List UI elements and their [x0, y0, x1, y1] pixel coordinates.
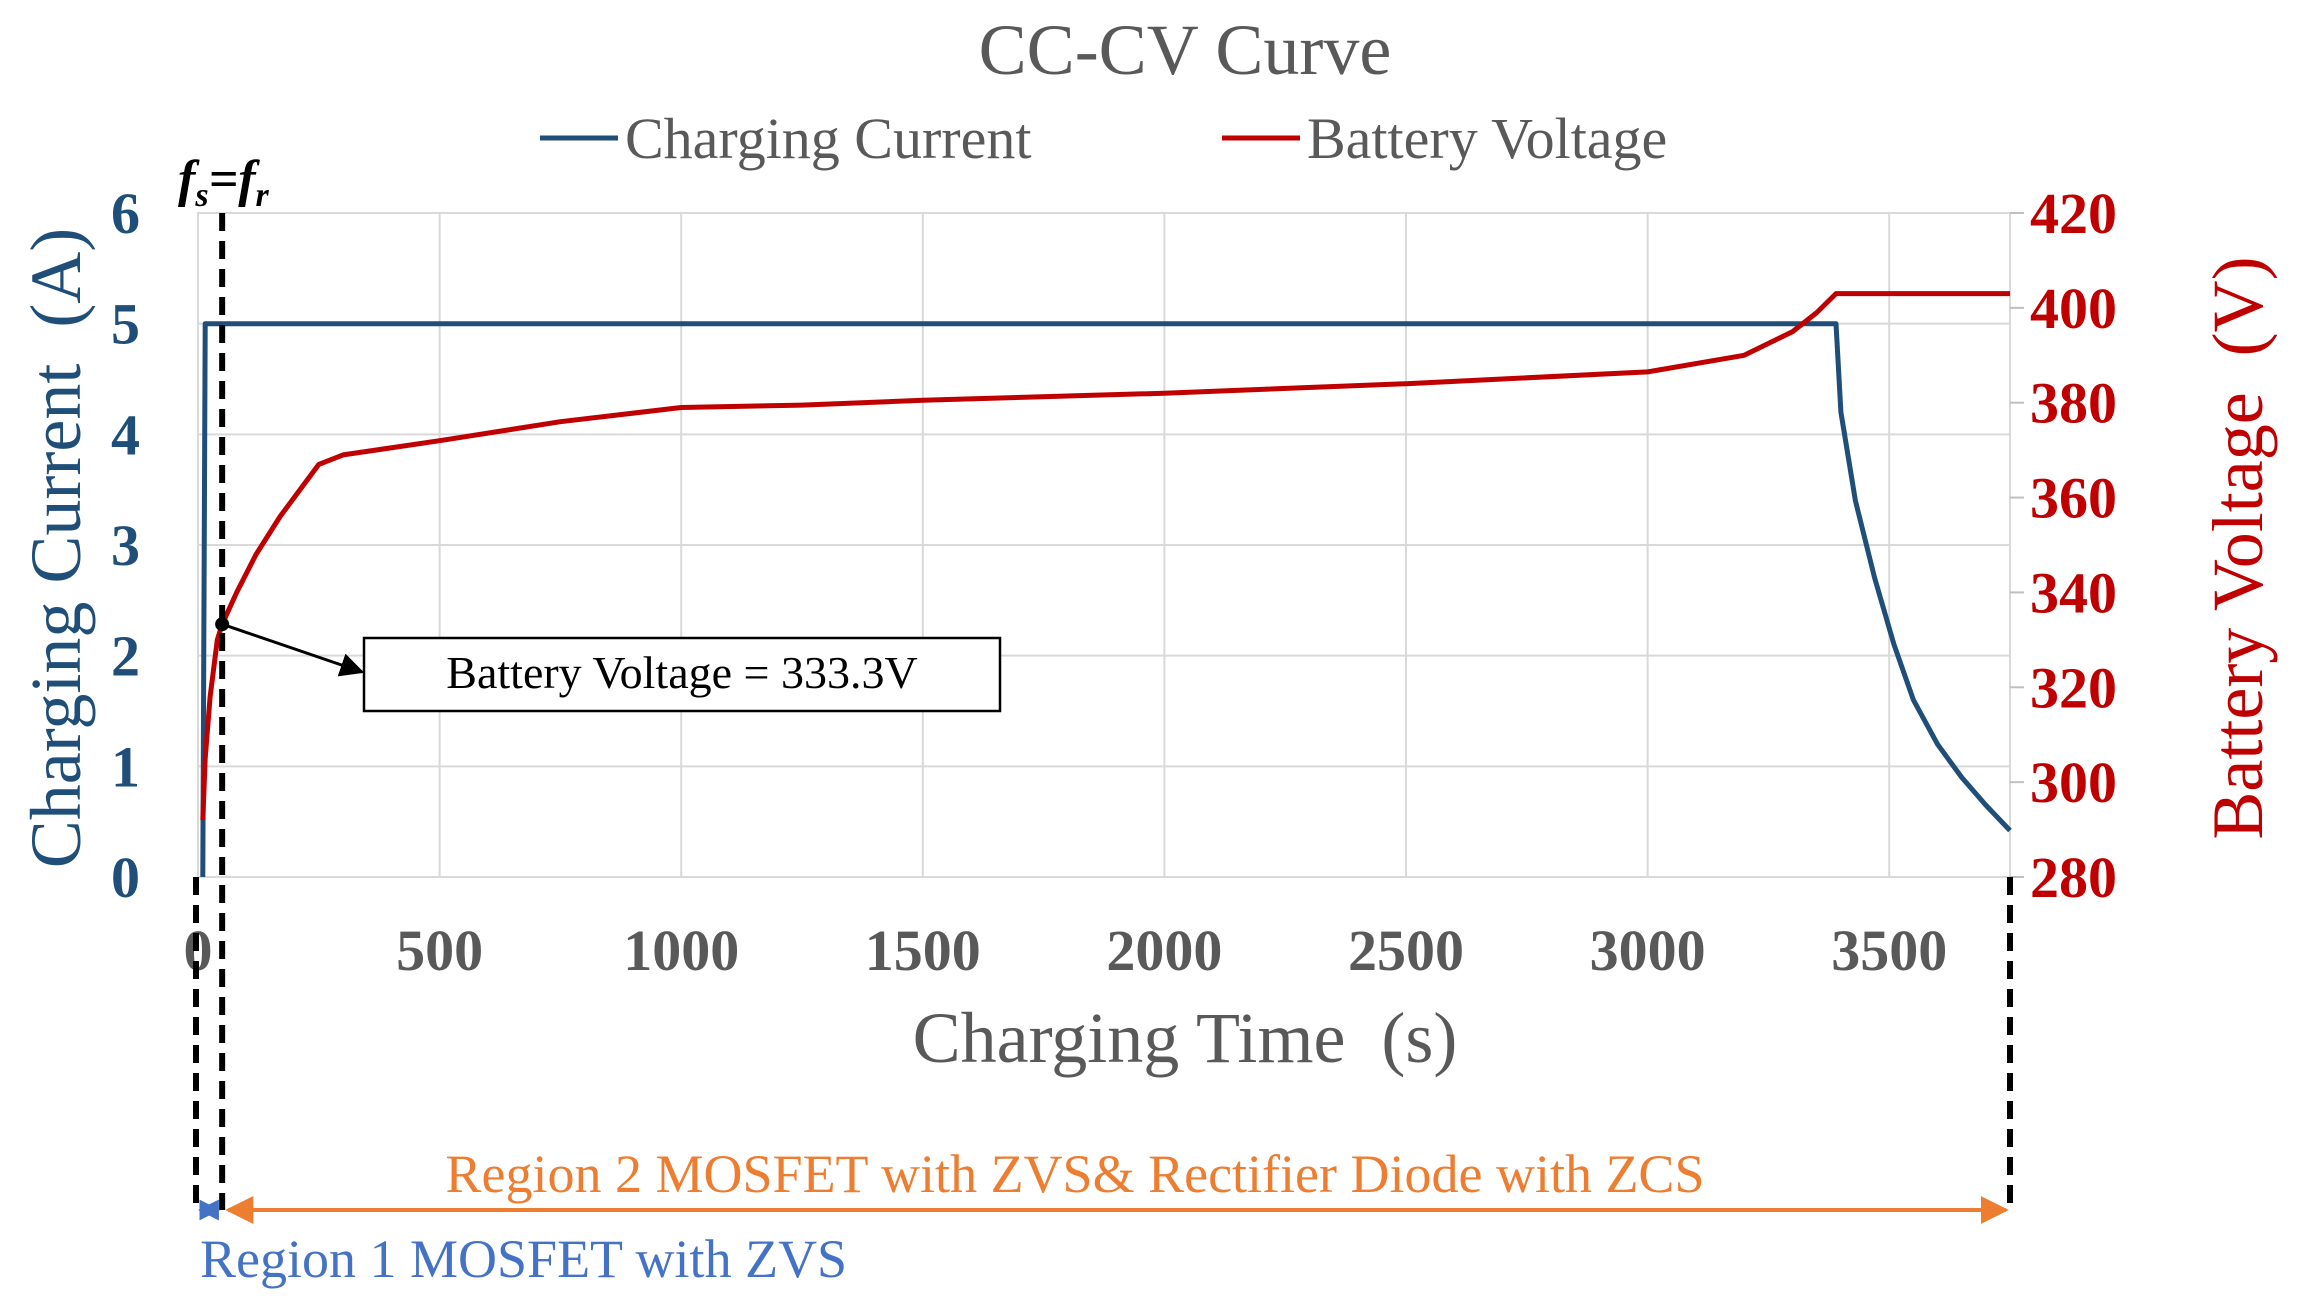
region-2-label: Region 2 MOSFET with ZVS& Rectifier Diod… — [446, 1144, 1705, 1204]
chart-title: CC-CV Curve — [979, 10, 1392, 90]
x-tick-label: 3000 — [1590, 918, 1706, 983]
legend: Charging Current Battery Voltage — [540, 106, 1667, 171]
gridlines — [198, 212, 2010, 878]
y-left-tick-label: 3 — [111, 513, 140, 578]
x-tick-label: 500 — [396, 918, 483, 983]
region-1-label: Region 1 MOSFET with ZVS — [200, 1229, 847, 1289]
x-axis-ticks: 0500100015002000250030003500 — [184, 918, 1948, 983]
x-tick-label: 1000 — [623, 918, 739, 983]
y-right-axis-ticks: 280 300 320 340 360 380 400 420 — [2010, 181, 2117, 910]
series-group — [200, 291, 2012, 878]
y-right-tick-label: 300 — [2030, 750, 2117, 815]
x-axis-title: Charging Time (s) — [913, 998, 1458, 1078]
x-tick-label: 2500 — [1348, 918, 1464, 983]
y-right-tick-label: 280 — [2030, 845, 2117, 910]
x-tick-label: 1500 — [865, 918, 981, 983]
annotation-text: Battery Voltage = 333.3V — [446, 647, 917, 698]
legend-label-voltage: Battery Voltage — [1307, 106, 1667, 171]
y-right-tick-label: 400 — [2030, 276, 2117, 341]
y-left-axis-title: Charging Current (A) — [16, 228, 96, 869]
series-line-charging-current — [200, 321, 2012, 878]
y-right-tick-label: 340 — [2030, 560, 2117, 625]
annotation-arrow — [221, 622, 365, 677]
legend-label-current: Charging Current — [625, 106, 1031, 171]
y-left-tick-label: 0 — [111, 845, 140, 910]
annotation-box — [362, 636, 1002, 713]
y-right-tick-label: 320 — [2030, 655, 2117, 720]
y-left-tick-label: 4 — [111, 402, 140, 467]
voltage-annotation: Battery Voltage = 333.3V — [215, 617, 1002, 713]
y-left-tick-label: 5 — [111, 292, 140, 357]
y-right-tick-label: 380 — [2030, 371, 2117, 436]
series-line-battery-voltage — [200, 291, 2010, 821]
y-right-axis-title: Battery Voltage (V) — [2198, 256, 2278, 839]
x-tick-label: 2000 — [1106, 918, 1222, 983]
y-right-tick-label: 420 — [2030, 181, 2117, 246]
plot-area — [197, 212, 2011, 878]
y-right-tick-label: 360 — [2030, 466, 2117, 531]
y-left-tick-label: 6 — [111, 181, 140, 246]
x-tick-label: 3500 — [1831, 918, 1947, 983]
y-left-tick-label: 2 — [111, 624, 140, 689]
fs-fr-label: fs=fr — [178, 151, 270, 214]
y-left-axis-ticks: 0 1 2 3 4 5 6 — [111, 181, 140, 910]
y-left-tick-label: 1 — [111, 734, 140, 799]
